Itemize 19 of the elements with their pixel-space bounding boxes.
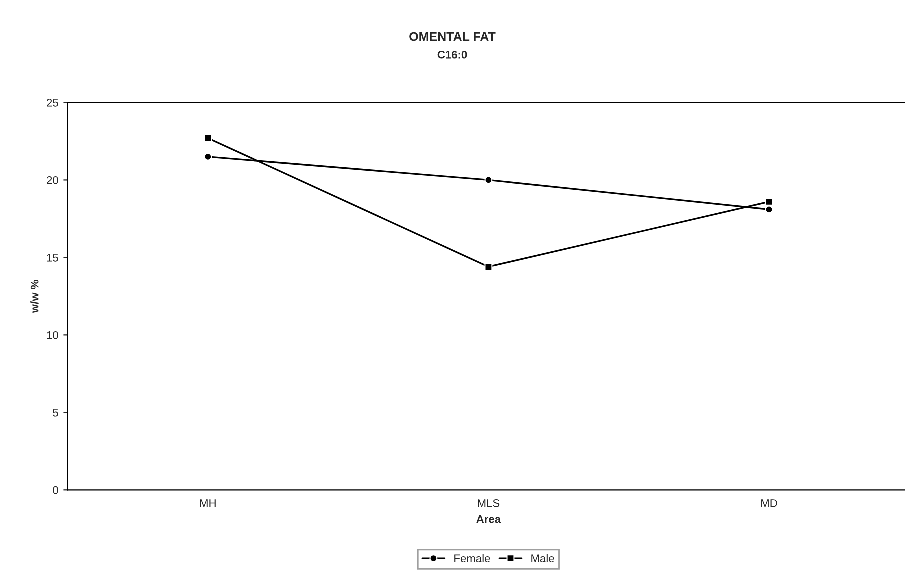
y-tick-label: 25 xyxy=(47,98,58,107)
chart-title: OMENTAL FAT xyxy=(410,32,496,42)
point xyxy=(484,263,493,271)
y-tick-label: 15 xyxy=(47,254,58,262)
x-tick-label: MLS xyxy=(478,499,500,508)
y-tick-label: 20 xyxy=(47,176,58,184)
point xyxy=(765,206,774,214)
point xyxy=(484,176,493,184)
point xyxy=(204,134,212,142)
legend-label: Male xyxy=(532,554,554,563)
y-axis-title: w/w % xyxy=(30,280,39,314)
x-tick-label: MH xyxy=(200,500,216,508)
y-tick-label: 5 xyxy=(53,409,58,417)
legend-label: Female xyxy=(454,554,490,563)
y-tick-label: 10 xyxy=(47,331,58,340)
y-tick-label: 0 xyxy=(53,486,58,494)
chart-subtitle: C16:0 xyxy=(438,50,468,59)
x-axis-title: Area xyxy=(476,515,502,524)
x-tick-label: MD xyxy=(762,500,778,508)
